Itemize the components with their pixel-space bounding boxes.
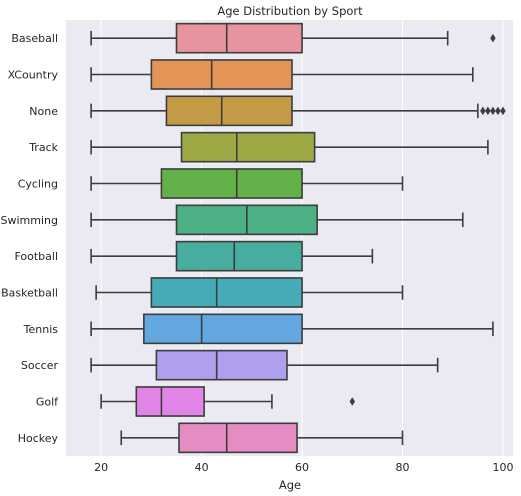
iqr-box: [175, 22, 303, 54]
outlier-point: [490, 106, 496, 116]
box-cycling: [90, 168, 404, 199]
iqr-box: [150, 59, 293, 90]
iqr-box: [143, 313, 303, 345]
outlier-point: [495, 106, 501, 116]
y-tick-label: Hockey: [18, 432, 59, 445]
y-tick-label: Football: [14, 250, 58, 263]
plot-area: [66, 20, 513, 456]
x-tick-label: 80: [396, 461, 410, 474]
box-track: [90, 131, 489, 163]
iqr-box: [165, 95, 293, 127]
chart-title: Age Distribution by Sport: [217, 4, 363, 18]
outlier-point: [485, 106, 491, 116]
box-basketball: [95, 277, 404, 308]
box-baseball: [90, 22, 496, 54]
box-hockey: [120, 422, 404, 454]
outlier-point: [490, 33, 496, 43]
y-tick-label: Golf: [36, 396, 59, 409]
boxes-layer: [90, 22, 506, 454]
y-tick-label: Cycling: [18, 178, 58, 191]
box-soccer: [90, 349, 439, 381]
x-tick-labels: 20 40 60 80 100: [94, 461, 513, 474]
box-golf: [100, 386, 356, 417]
x-axis-title: Age: [279, 478, 301, 492]
box-tennis: [90, 313, 494, 345]
iqr-box: [155, 349, 288, 381]
outlier-point: [500, 106, 506, 116]
iqr-box: [150, 277, 303, 308]
y-tick-label: Soccer: [21, 359, 59, 372]
outlier-point: [480, 106, 486, 116]
y-tick-label: Tennis: [23, 323, 59, 336]
box-swimming: [90, 204, 464, 236]
gridlines: [100, 20, 504, 456]
y-tick-label: Baseball: [11, 32, 58, 45]
y-tick-labels: Baseball XCountry None Track Cycling Swimming…: [1, 32, 60, 445]
box-xcountry: [90, 59, 474, 90]
outlier-point: [349, 397, 356, 406]
y-tick-label: None: [29, 105, 58, 118]
y-tick-label: Basketball: [1, 287, 58, 300]
y-tick-label: XCountry: [8, 69, 59, 82]
y-tick-label: Swimming: [1, 214, 58, 227]
iqr-box: [135, 386, 205, 417]
iqr-box: [180, 131, 316, 163]
iqr-box: [175, 240, 303, 272]
x-tick-label: 20: [94, 461, 108, 474]
x-tick-label: 40: [195, 461, 209, 474]
x-tick-label: 60: [295, 461, 309, 474]
box-football: [90, 240, 374, 272]
x-tick-label: 100: [492, 461, 513, 474]
y-tick-label: Track: [28, 141, 58, 154]
box-none: [90, 95, 506, 127]
iqr-box: [160, 168, 303, 199]
iqr-box: [178, 422, 298, 454]
